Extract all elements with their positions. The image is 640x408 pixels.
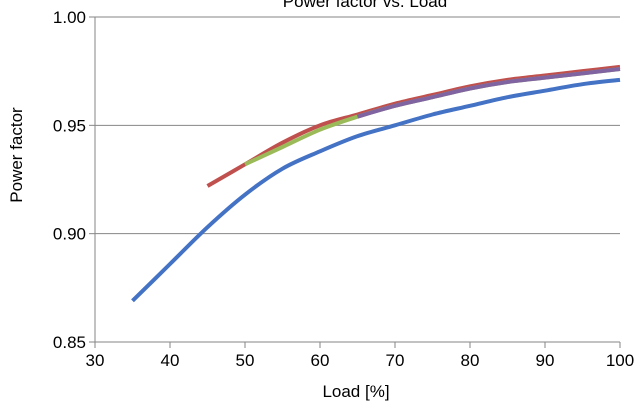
x-tick-label-5: 80: [461, 351, 480, 370]
series-line-1: [131, 77, 621, 303]
grid-layer: [95, 16, 620, 343]
y-tick-label-1: 0.90: [53, 225, 86, 244]
chart-title: Power factor vs. Load: [283, 0, 447, 11]
y-tick-label-3: 1.00: [53, 8, 86, 27]
x-tick-label-1: 40: [161, 351, 180, 370]
label-layer: Power factor vs. Load Load [%] Power fac…: [7, 0, 447, 401]
y-tick-label-2: 0.95: [53, 116, 86, 135]
x-tick-label-6: 90: [536, 351, 555, 370]
x-tick-label-0: 30: [86, 351, 105, 370]
series-line-4: [356, 67, 621, 119]
series-layer: [131, 64, 621, 303]
series-line-2: [206, 64, 621, 188]
x-tick-label-7: 100: [606, 351, 634, 370]
series-line-3: [244, 67, 621, 167]
x-tick-label-3: 60: [311, 351, 330, 370]
y-axis-title: Power factor: [7, 107, 26, 203]
x-tick-label-4: 70: [386, 351, 405, 370]
x-tick-label-2: 50: [236, 351, 255, 370]
x-axis-title: Load [%]: [322, 382, 389, 401]
y-tick-label-0: 0.85: [53, 333, 86, 352]
axis-layer: 0.85 0.90 0.95 1.00 30 40 50 60 70 80 90 100: [53, 8, 634, 370]
